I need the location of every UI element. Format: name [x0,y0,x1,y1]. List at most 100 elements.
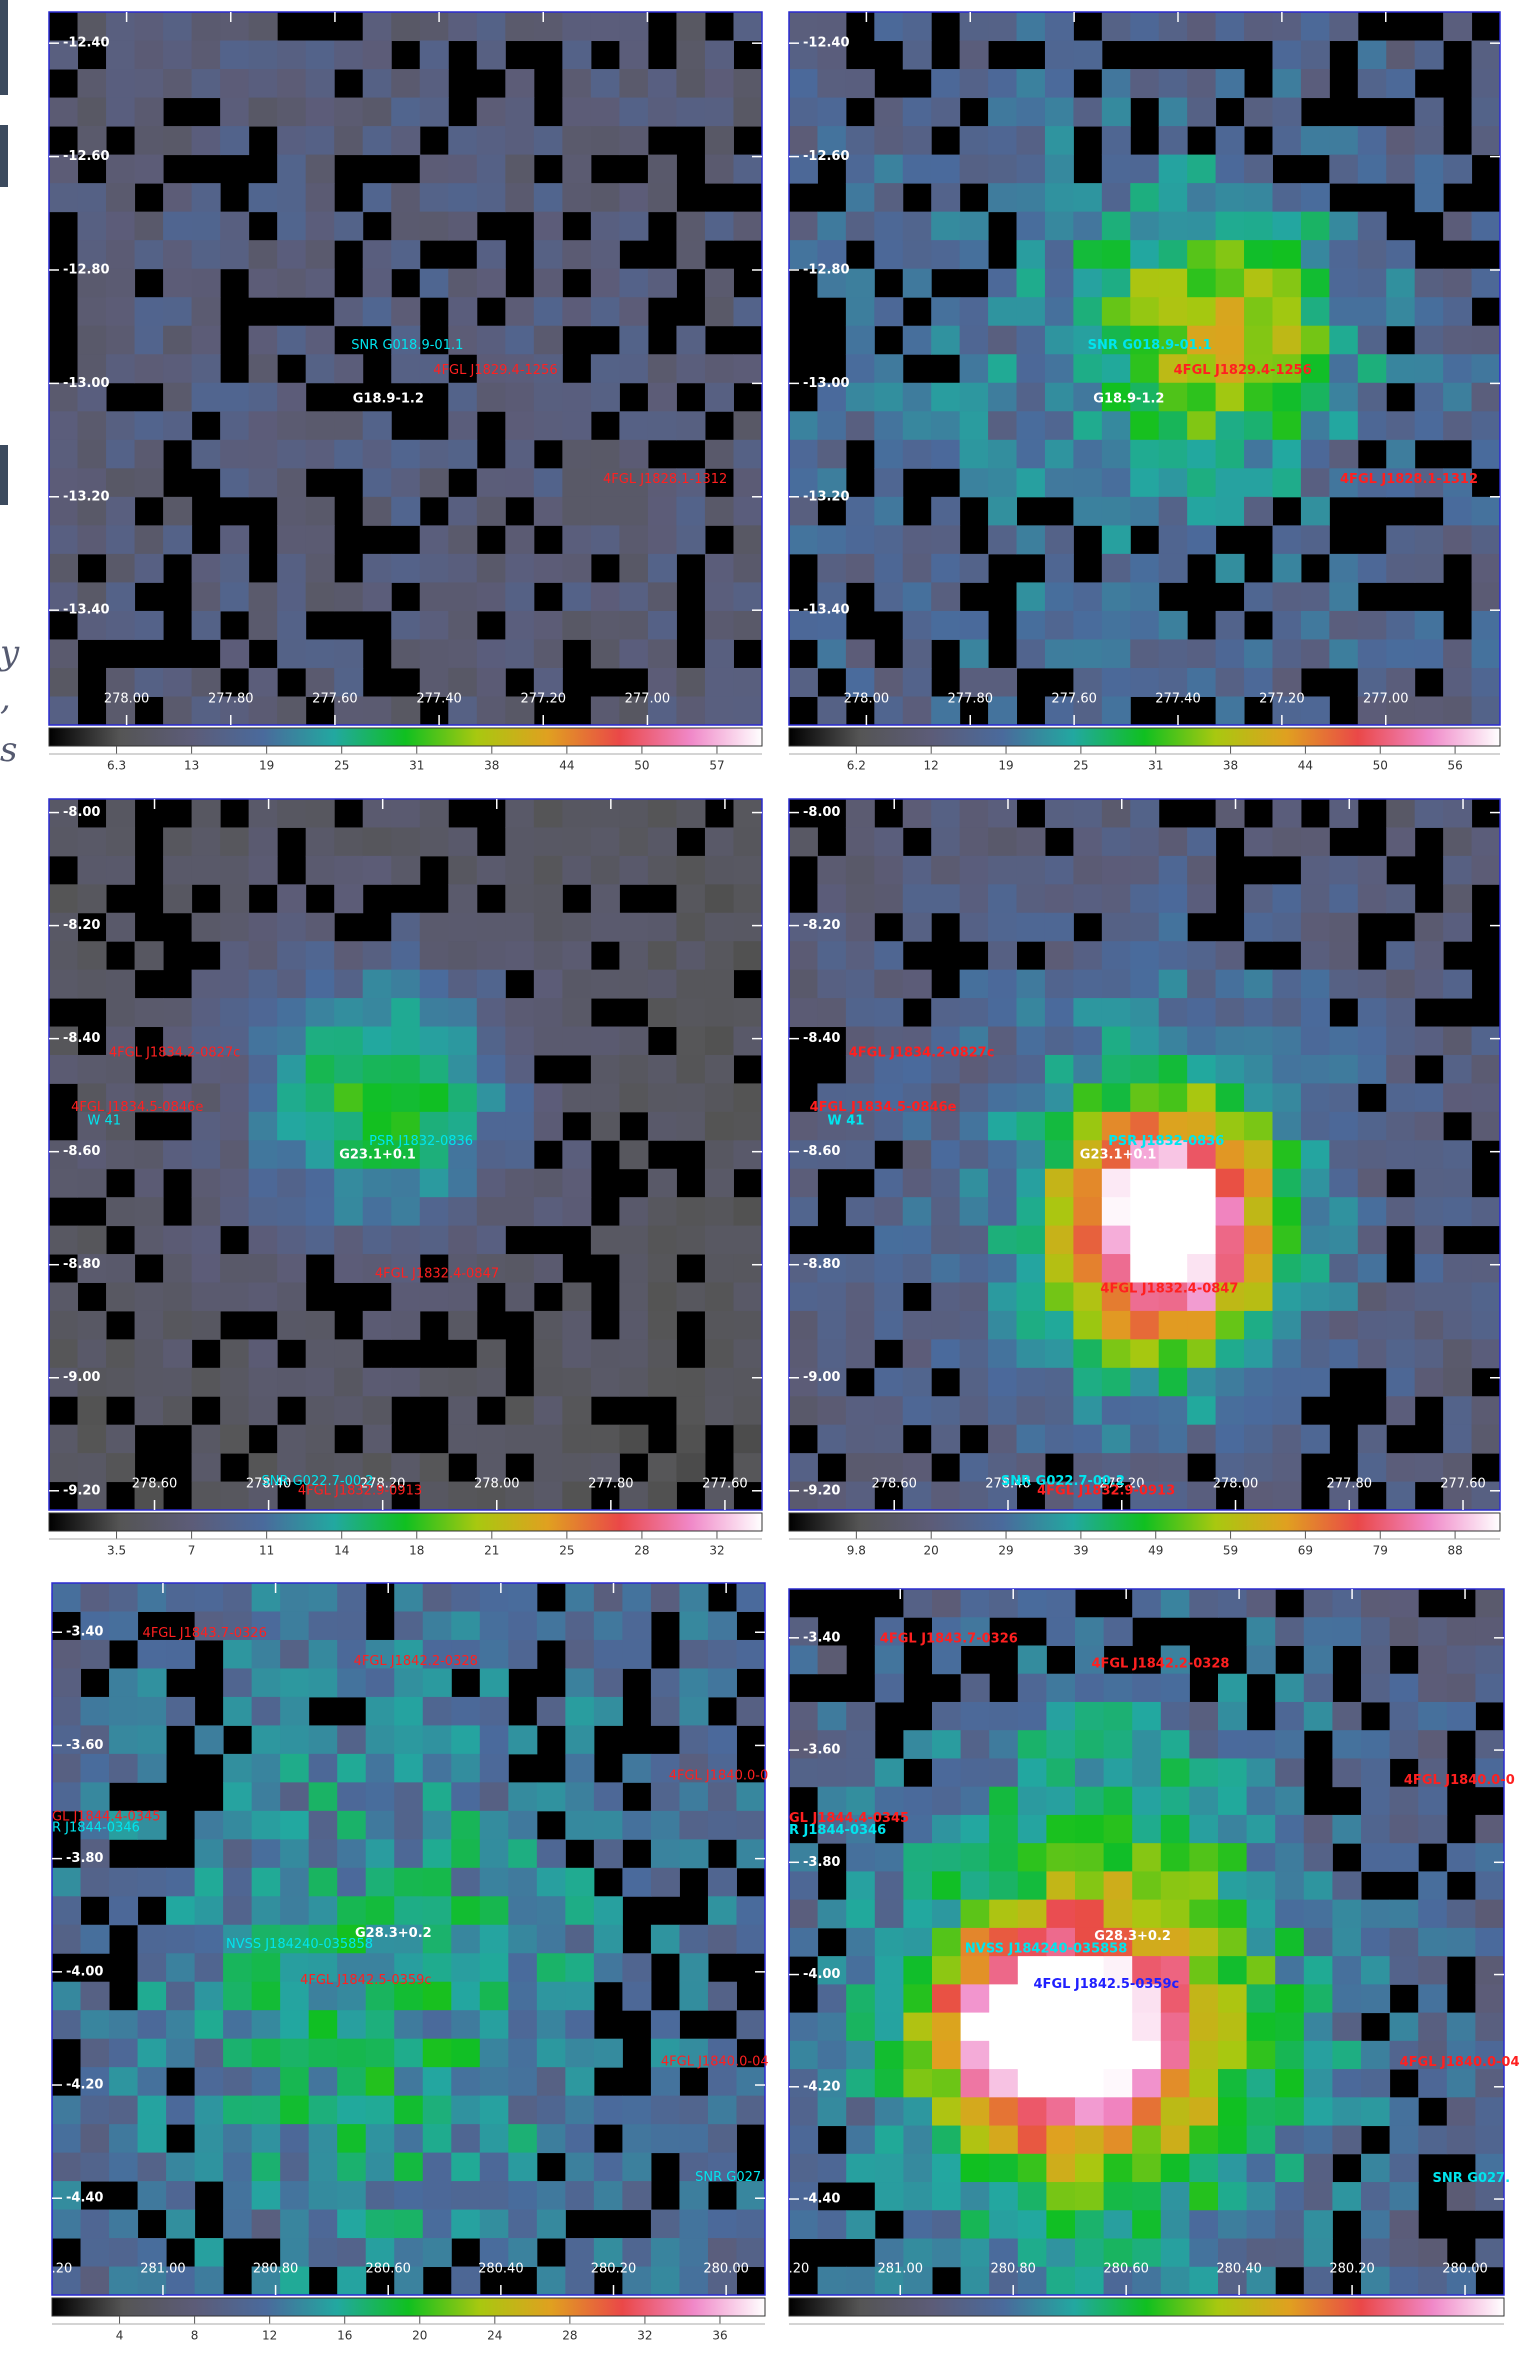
map-pixel [135,468,164,497]
map-pixel [676,696,705,725]
map-pixel [1358,126,1387,155]
map-pixel [1161,2041,1190,2070]
map-pixel [1017,1425,1046,1454]
map-pixel [1130,354,1159,383]
map-pixel [874,970,903,999]
map-pixel [49,1282,78,1311]
ra-tick-label: 277.40 [416,692,462,707]
map-pixel [1018,1871,1047,1900]
map-pixel [1187,1311,1216,1340]
map-pixel [1244,411,1273,440]
map-pixel [1329,240,1358,269]
map-pixel [1443,1311,1472,1340]
map-pixel [135,440,164,469]
map-pixel [789,1453,818,1482]
map-pixel [562,183,591,212]
map-pixel [78,941,107,970]
map-pixel [1189,1843,1218,1872]
map-pixel [591,12,620,41]
map-pixel [448,1169,477,1198]
map-pixel [451,2153,480,2182]
map-pixel [337,1868,366,1897]
map-pixel [1275,2126,1304,2155]
map-pixel [846,998,875,1027]
map-pixel [988,98,1017,127]
map-pixel [220,383,249,412]
map-pixel [394,1782,423,1811]
map-pixel [1017,183,1046,212]
map-pixel [1358,1226,1387,1255]
map-pixel [705,1282,734,1311]
map-pixel [988,799,1017,828]
map-pixel [1447,1674,1476,1703]
map-pixel [989,2210,1018,2239]
map-pixel [1361,1984,1390,2013]
map-pixel [534,970,563,999]
map-pixel [448,582,477,611]
map-pixel [1187,856,1216,885]
map-pixel [1130,1226,1159,1255]
map-pixel [961,1984,990,2013]
map-pixel [733,468,762,497]
map-pixel [448,269,477,298]
map-pixel [52,1754,81,1783]
map-pixel [679,1811,708,1840]
map-pixel [648,1368,677,1397]
map-pixel [52,1896,81,1925]
map-pixel [1018,1645,1047,1674]
map-pixel [1244,970,1273,999]
source-label: G23.1+0.1 [1080,1148,1157,1163]
map-pixel [846,1453,875,1482]
map-pixel [249,98,278,127]
map-pixel [1161,1730,1190,1759]
map-pixel [1386,827,1415,856]
map-pixel [789,1928,818,1957]
map-pixel [106,1368,135,1397]
map-pixel [1329,269,1358,298]
map-pixel [874,582,903,611]
map-pixel [1045,970,1074,999]
map-pixel [480,2153,509,2182]
map-pixel [619,41,648,70]
map-pixel [1104,2013,1133,2042]
map-pixel [52,2153,81,2182]
map-pixel [789,1339,818,1368]
map-pixel [789,1169,818,1198]
map-pixel [733,1311,762,1340]
map-pixel [451,1725,480,1754]
map-pixel [1075,2041,1104,2070]
map-pixel [1018,2041,1047,2070]
map-pixel [875,2097,904,2126]
map-pixel [565,2181,594,2210]
map-pixel [733,98,762,127]
map-pixel [280,1725,309,1754]
map-pixel [1275,2041,1304,2070]
map-pixel [1017,326,1046,355]
map-pixel [1301,998,1330,1027]
map-pixel [1075,2210,1104,2239]
map-pixel [1102,856,1131,885]
map-pixel [1189,2182,1218,2211]
map-pixel [619,611,648,640]
map-pixel [49,1226,78,1255]
map-pixel [988,126,1017,155]
map-pixel [109,2238,138,2267]
map-pixel [960,856,989,885]
map-pixel [252,1782,281,1811]
map-pixel [1218,1956,1247,1985]
colorbar-tick-label: 3.5 [107,1544,126,1558]
dec-tick-label: -8.60 [803,1144,840,1159]
map-pixel [651,1811,680,1840]
map-pixel [135,998,164,1027]
ra-tick-label: 281.00 [878,2262,924,2277]
map-pixel [394,1868,423,1897]
map-pixel [846,1956,875,1985]
ra-tick-label: 280.40 [1216,2262,1262,2277]
colorbar-tick-label: 69 [1298,1544,1313,1558]
map-pixel [705,1311,734,1340]
map-pixel [705,941,734,970]
map-pixel [594,1839,623,1868]
map-pixel [477,155,506,184]
colorbar-tick-label: 56 [1447,759,1462,773]
map-pixel [846,297,875,326]
